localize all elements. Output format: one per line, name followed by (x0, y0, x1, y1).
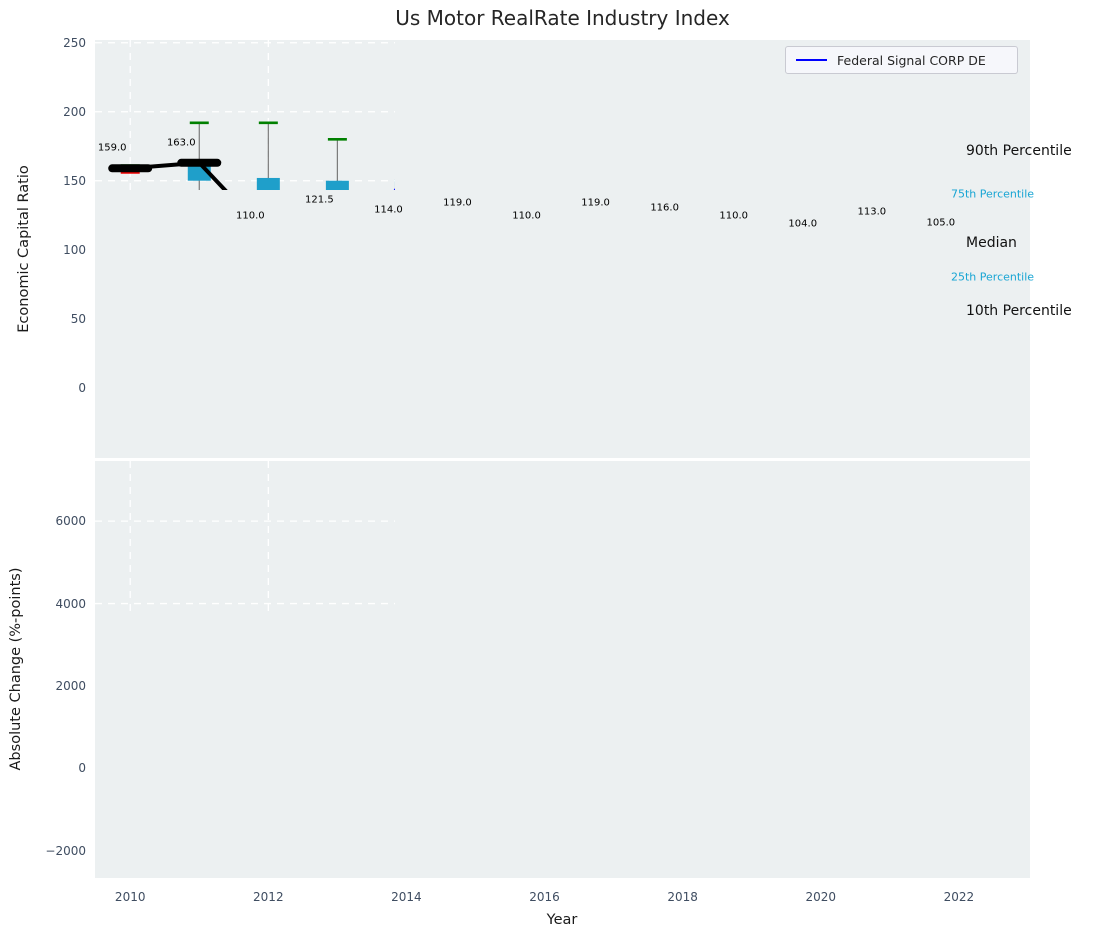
bottom-y-tick-label: −2000 (45, 843, 86, 858)
percentile-annotation: 90th Percentile (966, 143, 1072, 160)
x-tick-label: 2012 (253, 890, 284, 904)
percentile-annotation: 10th Percentile (966, 303, 1072, 320)
x-axis-label: Year (546, 912, 578, 928)
median-value-label: 119.0 (581, 197, 610, 209)
median-value-label: 110.0 (235, 210, 265, 222)
median-value-label: 116.0 (650, 202, 679, 214)
top-chart-canvas (108, 121, 395, 190)
box (256, 177, 280, 190)
bottom-grid (95, 461, 395, 611)
legend: Federal Signal CORP DE (785, 46, 1018, 74)
median-value-label: 121.5 (305, 194, 334, 206)
top-y-tick-label: 100 (63, 242, 86, 257)
percentile-annotation: 25th Percentile (951, 270, 1035, 284)
x-tick-label: 2018 (667, 890, 698, 904)
top-y-tick-label: 50 (70, 311, 86, 326)
top-plot: 159.0 163.0 110.0 121.5 114.0 119.0 110.0 119.0… (95, 40, 1072, 458)
median-value-label: 114.0 (374, 204, 403, 216)
chart-title: Us Motor RealRate Industry Index (395, 6, 730, 30)
bottom-chart-canvas (95, 461, 395, 611)
top-annotations: 159.0 163.0 110.0 121.5 114.0 119.0 110.0 119.0… (95, 40, 1072, 458)
bottom-y-tick-label: 2000 (55, 678, 86, 693)
median-value-label: 159.0 (97, 142, 127, 154)
bottom-y-tick-label: 0 (78, 761, 86, 776)
bottom-plot (95, 461, 1030, 878)
median-value-label: 119.0 (443, 197, 472, 209)
x-tick-label: 2010 (114, 890, 146, 904)
legend-label: Federal Signal CORP DE (837, 52, 986, 68)
median-value-label: 163.0 (166, 137, 196, 149)
legend-line-sample (796, 59, 827, 61)
x-tick-label: 2020 (805, 890, 837, 904)
x-tick-label: 2022 (943, 890, 975, 904)
top-y-tick-label: 200 (63, 104, 86, 119)
x-tick-label: 2016 (529, 890, 560, 904)
median-value-label: 110.0 (719, 210, 749, 222)
median-value-label: 105.0 (926, 217, 956, 229)
top-y-tick-label: 0 (78, 380, 86, 395)
median-value-label: 110.0 (512, 210, 541, 222)
median-value-label: 104.0 (788, 218, 818, 230)
percentile-annotation: 75th Percentile (951, 187, 1035, 201)
bottom-y-tick-label: 6000 (55, 514, 86, 529)
top-grid (95, 40, 395, 190)
x-tick-label: 2014 (391, 890, 422, 904)
top-y-tick-label: 150 (63, 173, 86, 188)
percentile-annotation: Median (966, 234, 1017, 251)
top-y-tick-label: 250 (63, 35, 86, 50)
bottom-y-tick-label: 4000 (55, 596, 86, 611)
median-value-label: 113.0 (857, 206, 887, 218)
box (325, 180, 349, 190)
